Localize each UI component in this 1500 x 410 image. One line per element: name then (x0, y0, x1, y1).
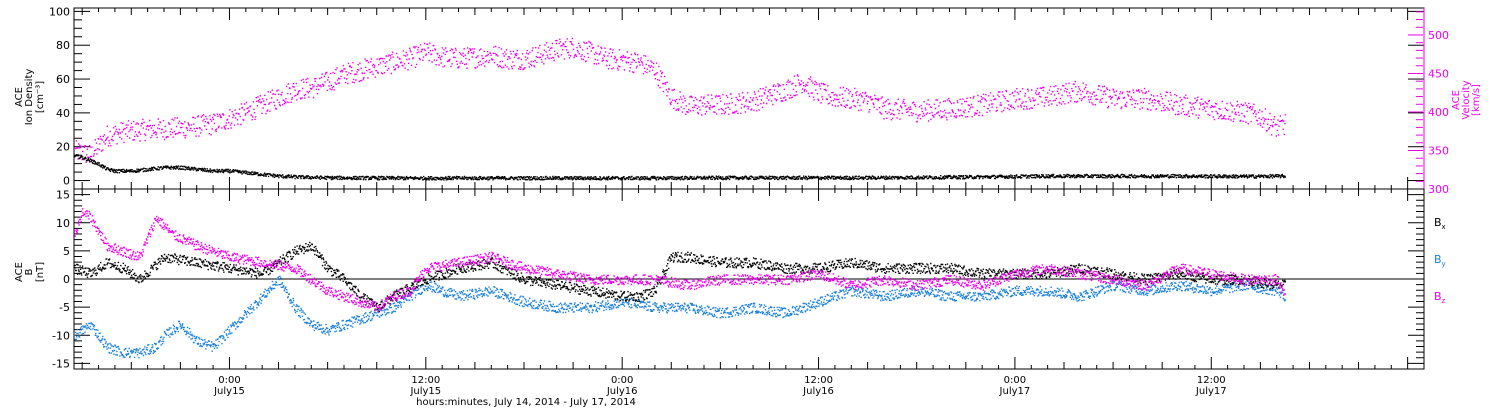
legend-entry-By: By (1434, 253, 1446, 268)
top-ylabel-line3: [cm⁻³] (35, 81, 46, 113)
x-tick-date-label: July16 (606, 386, 638, 397)
legend-entry-Bz: Bz (1434, 290, 1446, 305)
top-y-tick-label: 0 (63, 175, 70, 188)
x-tick-time-label: 12:00 (411, 375, 440, 386)
top-panel-data (74, 37, 1287, 181)
x-tick-date-label: July17 (1195, 386, 1227, 397)
bottom-y-tick-label: 0 (63, 273, 70, 286)
top-y2-tick-label: 450 (1428, 67, 1449, 80)
top-panel: 0 20 40 60 80 100 300 350 400 450 500 ACE Ion Dens… (14, 5, 1482, 196)
time-axis: 0:00July1512:00July150:00July1612:00July… (81, 8, 1409, 397)
x-tick-time-label: 0:00 (611, 375, 633, 386)
x-tick-time-label: 12:00 (804, 375, 833, 386)
bottom-ylabel-line1: ACE (14, 262, 25, 282)
top-y2-tick-label: 500 (1428, 29, 1449, 42)
legend-subscript: y (1442, 260, 1446, 268)
bottom-ylabel-line3: [nT] (35, 262, 46, 282)
bottom-y-tick-label: -15 (52, 357, 70, 370)
top-y-tick-label: 80 (56, 39, 70, 52)
top-y2label-line3: [km/s] (1471, 84, 1482, 116)
x-tick-date-label: July15 (409, 386, 441, 397)
bottom-panel-data (74, 208, 1286, 359)
series-Bz-points (74, 208, 1286, 313)
bottom-y-tick-label: 10 (56, 217, 70, 230)
series-black-points (74, 154, 1286, 181)
top-y2-tick-label: 400 (1428, 106, 1449, 119)
series-By-points (74, 275, 1286, 359)
x-tick-date-label: July15 (213, 386, 245, 397)
b-component-legend: Bx By Bz (1434, 216, 1446, 305)
top-y2-tick-label: 300 (1428, 183, 1449, 196)
legend-entry-Bx: Bx (1434, 216, 1446, 231)
bottom-y-tick-label: 15 (56, 189, 70, 202)
bottom-y-tick-label: -10 (52, 329, 70, 342)
legend-subscript: x (1442, 223, 1446, 231)
top-y-tick-label: 60 (56, 73, 70, 86)
top-panel-frame (73, 7, 1425, 190)
top-y2label-line1: ACE (1451, 90, 1462, 110)
bottom-y-tick-label: 5 (63, 245, 70, 258)
x-tick-date-label: July16 (802, 386, 834, 397)
series-Bx-points (74, 241, 1286, 313)
legend-subscript: z (1442, 297, 1446, 305)
x-tick-time-label: 0:00 (1004, 375, 1026, 386)
top-ylabel-line2: Ion Density (24, 69, 35, 126)
bottom-panel: -15 -10 -5 0 5 10 15 ACE B [nT] Bx By Bz (14, 188, 1446, 370)
x-axis-title: hours:minutes, July 14, 2014 - July 17, … (416, 397, 636, 408)
x-tick-time-label: 0:00 (218, 375, 240, 386)
top-y2-tick-label: 350 (1428, 144, 1449, 157)
top-y-tick-label: 100 (49, 5, 70, 18)
top-ylabel-line1: ACE (14, 87, 25, 107)
top-y-tick-label: 40 (56, 107, 70, 120)
top-y2label-line2: Velocity (1461, 80, 1472, 119)
bottom-y-tick-label: -5 (59, 301, 70, 314)
x-tick-time-label: 12:00 (1197, 375, 1226, 386)
x-tick-date-label: July17 (999, 386, 1031, 397)
top-y-tick-label: 20 (56, 141, 70, 154)
bottom-ylabel-line2: B (24, 268, 35, 275)
series-magenta-points (74, 37, 1287, 164)
